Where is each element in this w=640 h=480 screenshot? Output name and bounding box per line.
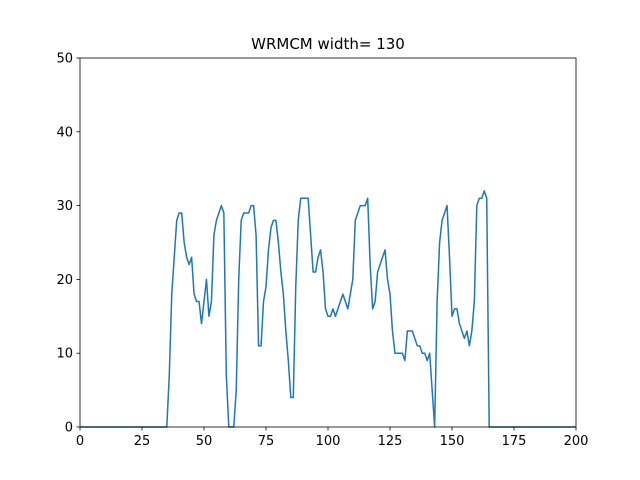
x-tick-label: 125 — [378, 434, 403, 449]
y-tick-label: 0 — [65, 421, 73, 436]
y-tick-label: 20 — [56, 273, 73, 288]
plot-frame — [79, 57, 577, 428]
x-tick-label: 150 — [440, 434, 465, 449]
x-tick-label: 50 — [196, 434, 213, 449]
x-tick-label: 200 — [564, 434, 589, 449]
x-tick-label: 0 — [76, 434, 84, 449]
y-tick-label: 30 — [56, 199, 73, 214]
x-tick-label: 25 — [134, 434, 151, 449]
chart-title: WRMCM width= 130 — [251, 35, 405, 53]
x-tick-label: 100 — [316, 434, 341, 449]
x-tick-label: 75 — [258, 434, 275, 449]
y-tick-label: 40 — [56, 125, 73, 140]
y-tick-label: 10 — [56, 347, 73, 362]
y-tick-label: 50 — [56, 52, 73, 67]
x-tick-label: 175 — [502, 434, 527, 449]
